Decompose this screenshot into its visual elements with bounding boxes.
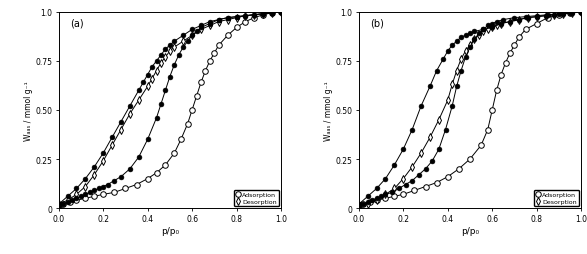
- Y-axis label: Wₐₐₛ / mmol g⁻¹: Wₐₐₛ / mmol g⁻¹: [324, 81, 333, 140]
- Text: (a): (a): [70, 19, 83, 28]
- X-axis label: p/p₀: p/p₀: [461, 226, 479, 235]
- Legend: Adsorption, Desorption: Adsorption, Desorption: [534, 190, 579, 207]
- Y-axis label: Wₐₐₛ / mmol g⁻¹: Wₐₐₛ / mmol g⁻¹: [23, 81, 33, 140]
- Legend: Adsorption, Desorption: Adsorption, Desorption: [234, 190, 279, 207]
- X-axis label: p/p₀: p/p₀: [161, 226, 179, 235]
- Text: (b): (b): [370, 19, 384, 28]
